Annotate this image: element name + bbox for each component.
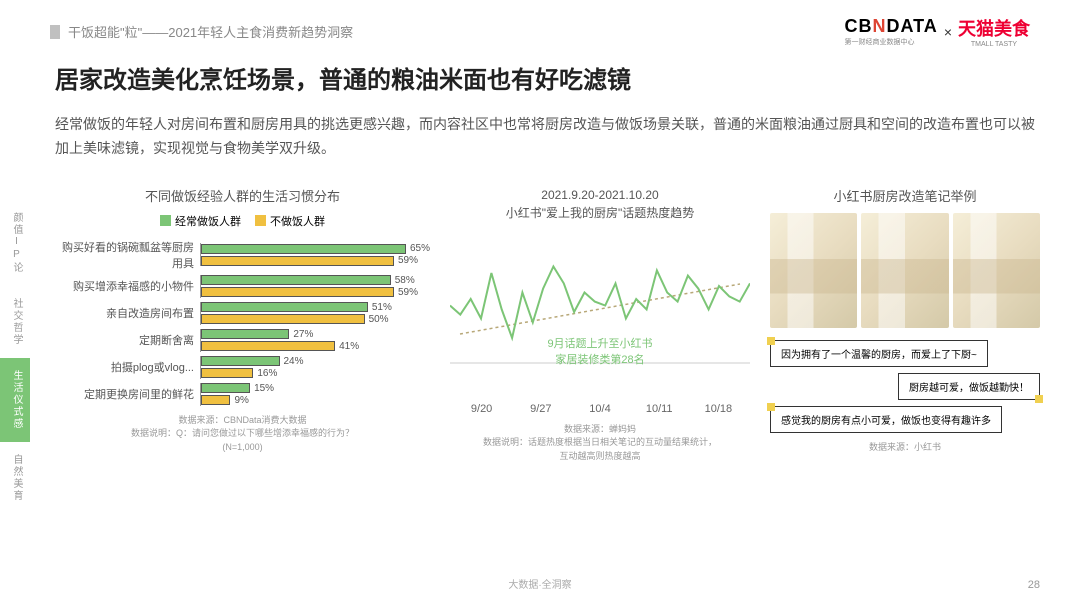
x-tick: 10/11 xyxy=(630,403,689,415)
bar-label: 购买增添幸福感的小物件 xyxy=(55,278,200,294)
main-content: 居家改造美化烹饪场景，普通的粮油米面也有好吃滤镜 经常做饭的年轻人对房间布置和厨… xyxy=(55,60,1040,463)
bar-label: 拍摄plog或vlog... xyxy=(55,359,200,375)
bar-chart-title: 不同做饭经验人群的生活习惯分布 xyxy=(55,186,430,205)
legend-item: 经常做饭人群 xyxy=(160,213,241,229)
line-chart-panel: 2021.9.20-2021.10.20 小红书"爱上我的厨房"话题热度趋势 9… xyxy=(450,186,750,464)
bar-chart-panel: 不同做饭经验人群的生活习惯分布 经常做饭人群不做饭人群 购买好看的锅碗瓢盆等厨房… xyxy=(55,186,430,464)
page-title: 居家改造美化烹饪场景，普通的粮油米面也有好吃滤镜 xyxy=(55,60,1040,95)
page-number: 28 xyxy=(1028,579,1040,591)
x-tick: 9/20 xyxy=(452,403,511,415)
x-tick: 10/4 xyxy=(570,403,629,415)
examples-title: 小红书厨房改造笔记举例 xyxy=(770,186,1040,205)
page-footer: 大数据·全洞察 xyxy=(0,576,1080,591)
bar-row: 购买好看的锅碗瓢盆等厨房用具 65% 59% xyxy=(55,239,430,271)
x-tick: 10/18 xyxy=(689,403,748,415)
bar-label: 亲自改造房间布置 xyxy=(55,305,200,321)
line-chart-notes: 数据来源：蝉妈妈数据说明：话题热度根据当日相关笔记的互动量结果统计，互动越高则热… xyxy=(450,423,750,464)
bar-row: 定期断舍离 27% 41% xyxy=(55,329,430,352)
breadcrumb: 干饭超能"粒"——2021年轻人主食消费新趋势洞察 xyxy=(50,22,353,41)
header-mark-icon xyxy=(50,25,60,39)
page-header: 干饭超能"粒"——2021年轻人主食消费新趋势洞察 CBNDATA 第一财经商业… xyxy=(50,15,1030,48)
bar-label: 定期断舍离 xyxy=(55,332,200,348)
speech-bubble: 因为拥有了一个温馨的厨房，而爱上了下厨~ xyxy=(770,340,988,367)
sidebar-tab[interactable]: 社交哲学 xyxy=(0,286,30,358)
bar-label: 定期更换房间里的鲜花 xyxy=(55,386,200,402)
sidebar-tab[interactable]: 生活仪式感 xyxy=(0,358,30,442)
kitchen-photo xyxy=(953,213,1040,328)
logo-separator: × xyxy=(944,24,952,40)
bar-label: 购买好看的锅碗瓢盆等厨房用具 xyxy=(55,239,200,271)
kitchen-photo xyxy=(861,213,948,328)
x-axis: 9/209/2710/410/1110/18 xyxy=(450,403,750,415)
speech-bubble: 厨房越可爱，做饭越勤快！ xyxy=(898,373,1040,400)
bar-row: 拍摄plog或vlog... 24% 16% xyxy=(55,356,430,379)
bar-row: 购买增添幸福感的小物件 58% 59% xyxy=(55,275,430,298)
breadcrumb-text: 干饭超能"粒"——2021年轻人主食消费新趋势洞察 xyxy=(68,22,353,41)
bar-row: 定期更换房间里的鲜花 15% 9% xyxy=(55,383,430,406)
sidebar-nav: 颜值IP论社交哲学生活仪式感自然美育 xyxy=(0,200,30,514)
legend-item: 不做饭人群 xyxy=(255,213,325,229)
examples-panel: 小红书厨房改造笔记举例 因为拥有了一个温馨的厨房，而爱上了下厨~ 厨房越可爱，做饭… xyxy=(770,186,1040,464)
example-photos xyxy=(770,213,1040,328)
examples-notes: 数据来源：小红书 xyxy=(770,441,1040,455)
columns: 不同做饭经验人群的生活习惯分布 经常做饭人群不做饭人群 购买好看的锅碗瓢盆等厨房… xyxy=(55,186,1040,464)
speech-bubble: 感觉我的厨房有点小可爱，做饭也变得有趣许多 xyxy=(770,406,1002,433)
line-caption: 9月话题上升至小红书家居装修类第28名 xyxy=(450,335,750,367)
sidebar-tab[interactable]: 颜值IP论 xyxy=(0,200,30,286)
logo-tmall: 天猫美食 TMALL TASTY xyxy=(958,15,1030,48)
bar-chart-notes: 数据来源：CBNData消费大数据数据说明：Q：请问您做过以下哪些增添幸福感的行… xyxy=(55,414,430,455)
speech-bubbles: 因为拥有了一个温馨的厨房，而爱上了下厨~ 厨房越可爱，做饭越勤快！ 感觉我的厨房有点… xyxy=(770,340,1040,433)
logo-cbndata: CBNDATA 第一财经商业数据中心 xyxy=(844,16,937,47)
page-subtitle: 经常做饭的年轻人对房间布置和厨房用具的挑选更感兴趣，而内容社区中也常将厨房改造与… xyxy=(55,113,1040,161)
line-chart: 9月话题上升至小红书家居装修类第28名 xyxy=(450,234,750,399)
line-chart-title: 小红书"爱上我的厨房"话题热度趋势 xyxy=(450,204,750,222)
x-tick: 9/27 xyxy=(511,403,570,415)
kitchen-photo xyxy=(770,213,857,328)
bar-legend: 经常做饭人群不做饭人群 xyxy=(55,213,430,229)
bar-row: 亲自改造房间布置 51% 50% xyxy=(55,302,430,325)
bar-chart: 购买好看的锅碗瓢盆等厨房用具 65% 59% 购买增添幸福感的小物件 58% 5… xyxy=(55,239,430,406)
sidebar-tab[interactable]: 自然美育 xyxy=(0,442,30,514)
logos: CBNDATA 第一财经商业数据中心 × 天猫美食 TMALL TASTY xyxy=(844,15,1030,48)
line-date-range: 2021.9.20-2021.10.20 xyxy=(450,186,750,204)
